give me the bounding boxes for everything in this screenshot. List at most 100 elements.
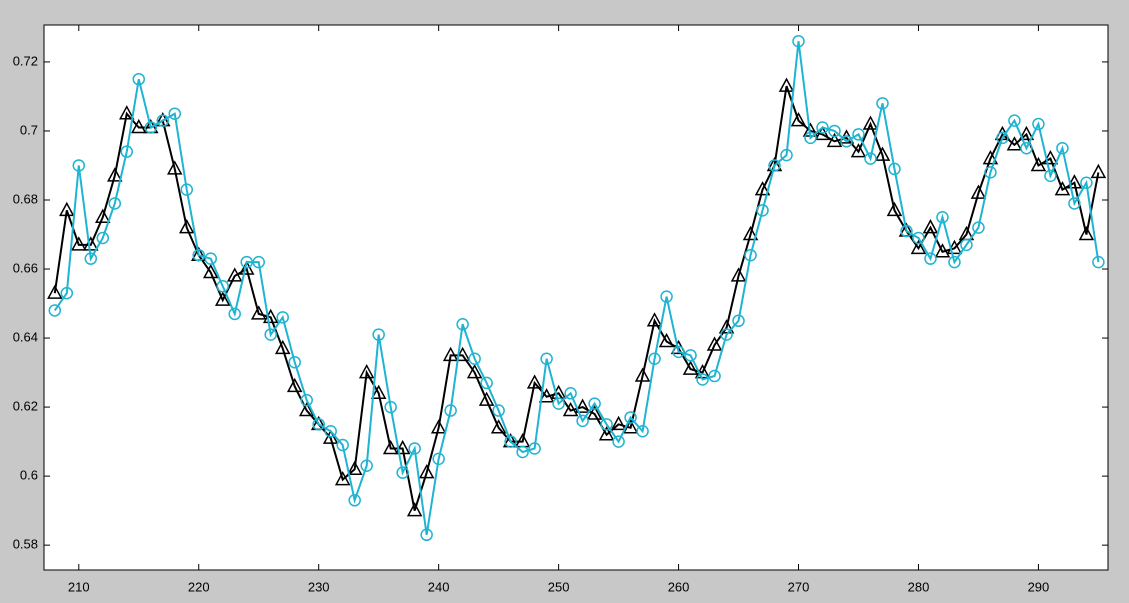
marker [610,415,627,431]
marker [382,439,399,455]
marker [672,345,685,359]
marker [96,231,110,245]
marker [178,219,195,234]
marker [312,418,325,431]
x-tick-label: 280 [908,579,930,594]
marker [612,435,625,448]
marker [682,360,699,375]
marker [59,201,75,217]
marker [119,105,135,120]
x-tick-label: 260 [668,579,690,594]
marker [600,418,613,431]
marker [226,267,243,282]
marker [238,260,255,275]
marker [324,424,337,438]
marker [276,311,289,324]
marker [960,238,973,252]
marker [814,125,831,141]
marker [360,459,373,473]
marker [574,398,591,413]
marker [586,405,603,420]
marker [1008,114,1021,127]
marker [72,159,86,172]
marker [1056,141,1069,155]
marker [408,442,421,455]
marker [358,363,375,379]
marker [792,34,805,48]
marker [900,224,913,238]
marker [742,225,759,241]
x-tick-label: 250 [548,579,570,594]
marker [658,332,675,348]
marker [384,400,397,414]
marker [1044,169,1057,183]
marker [490,419,507,434]
marker [718,319,735,334]
marker [576,414,589,428]
marker [84,252,98,265]
marker [982,150,999,165]
marker [60,286,74,300]
marker [922,219,939,234]
marker [708,369,721,383]
marker [886,201,903,217]
marker [144,121,158,134]
marker [298,401,315,417]
marker [744,248,757,262]
marker [648,352,661,366]
marker [972,221,985,234]
marker [852,128,865,141]
marker [696,373,709,386]
marker [418,464,435,479]
x-tick-label: 230 [308,579,330,594]
marker [334,470,351,486]
marker [588,397,601,410]
marker [948,255,961,269]
marker [970,184,987,199]
marker [420,528,433,542]
marker [816,121,829,134]
marker [336,438,349,452]
marker [108,197,122,210]
marker [730,267,747,282]
marker [1078,225,1095,241]
marker [778,77,795,92]
marker [131,118,147,134]
marker [828,124,841,138]
marker [346,460,363,475]
marker [1006,136,1023,151]
marker [840,135,853,148]
marker [107,167,123,182]
marker [864,152,877,165]
marker [1018,125,1035,141]
marker [228,307,241,321]
marker [756,204,769,217]
marker [406,502,423,517]
marker [480,376,493,390]
marker [300,393,313,407]
marker [71,236,87,251]
marker [910,239,927,255]
marker [706,336,723,351]
marker [478,391,495,406]
marker [274,339,291,355]
marker [216,280,229,293]
x-tick-label: 290 [1028,579,1050,594]
marker [95,208,111,224]
y-tick-label: 0.66 [13,260,38,275]
marker [1090,163,1107,179]
marker [288,355,301,369]
y-tick-label: 0.7 [20,122,38,137]
marker [240,255,253,269]
marker [192,248,205,262]
marker [526,374,543,389]
marker [286,377,303,393]
marker [516,445,529,459]
marker [468,352,481,366]
marker [432,452,445,466]
marker [83,236,99,251]
marker [622,419,639,434]
marker [456,317,469,331]
plot-area [44,25,1108,570]
marker [214,291,231,306]
